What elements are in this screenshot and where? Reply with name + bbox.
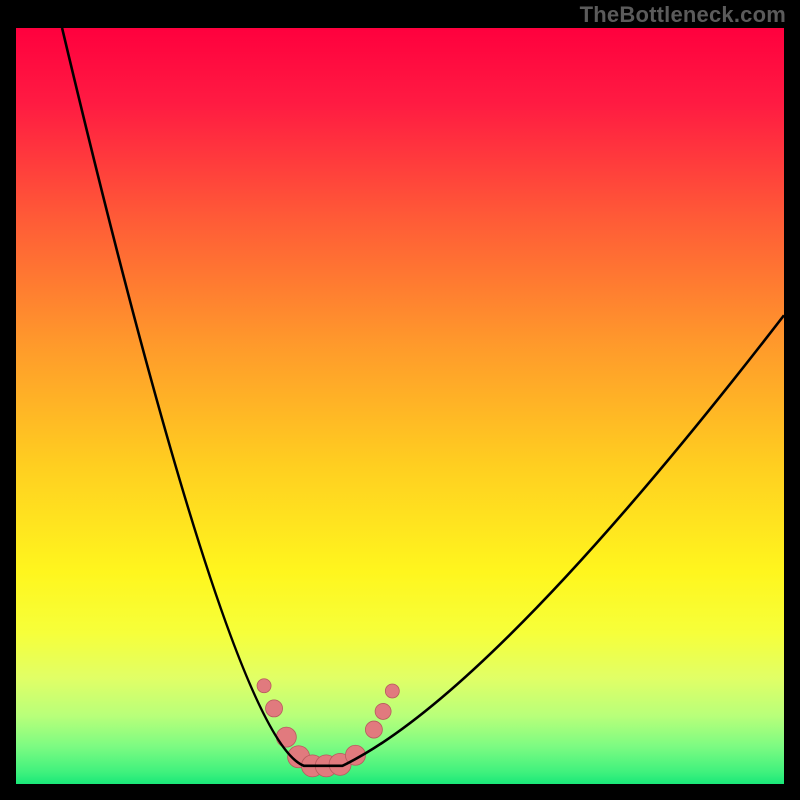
curve-marker bbox=[365, 721, 382, 738]
curve-marker bbox=[266, 700, 283, 717]
curve-marker bbox=[385, 684, 399, 698]
chart-svg bbox=[16, 28, 784, 784]
curve-marker bbox=[276, 727, 296, 747]
plot-area bbox=[16, 28, 784, 784]
gradient-background bbox=[16, 28, 784, 784]
curve-marker bbox=[257, 679, 271, 693]
curve-marker bbox=[375, 703, 391, 719]
chart-frame: TheBottleneck.com bbox=[0, 0, 800, 800]
watermark-text: TheBottleneck.com bbox=[580, 2, 786, 28]
